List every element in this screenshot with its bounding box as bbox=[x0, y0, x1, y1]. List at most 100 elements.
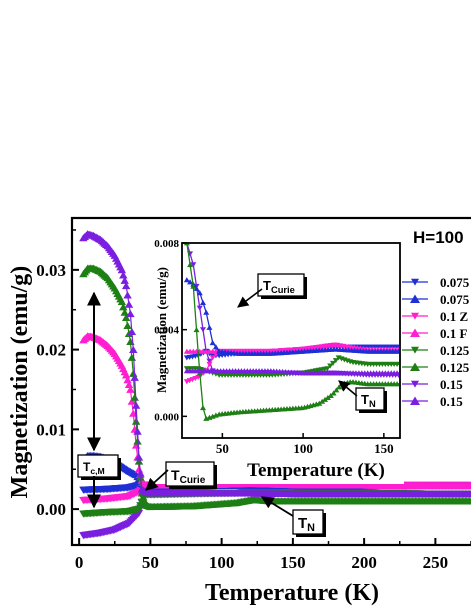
data-point bbox=[121, 282, 131, 290]
inset-y-tick-label: 0.000 bbox=[154, 411, 179, 423]
data-point bbox=[136, 469, 145, 477]
label-box bbox=[355, 387, 385, 411]
inset-data-point bbox=[206, 361, 213, 368]
inset-series-group bbox=[183, 244, 399, 421]
data-point bbox=[129, 345, 138, 353]
inset-data-point bbox=[212, 344, 219, 350]
series-7 bbox=[79, 230, 471, 498]
inset-data-point bbox=[332, 358, 339, 364]
data-point bbox=[123, 291, 132, 299]
inset-tn-label: TN bbox=[355, 387, 387, 413]
legend-label: 0.125 bbox=[440, 343, 470, 358]
inset-data-point bbox=[397, 382, 399, 387]
inset-tn-arrow bbox=[338, 380, 358, 397]
label-box bbox=[257, 273, 305, 297]
x-tick-label: 0 bbox=[75, 553, 84, 572]
x-tick-label: 100 bbox=[209, 553, 235, 572]
legend-marker bbox=[410, 328, 420, 337]
data-point bbox=[129, 369, 138, 377]
inset-y-axis-label: Magnetization (emu/g) bbox=[154, 267, 169, 393]
inset-data-point bbox=[206, 324, 213, 330]
data-point bbox=[133, 427, 142, 435]
inset-series-7 bbox=[183, 368, 399, 376]
tcurie-arrow bbox=[145, 469, 169, 491]
inset-data-point bbox=[190, 283, 197, 289]
data-point bbox=[126, 309, 135, 318]
inset-data-point bbox=[327, 363, 334, 369]
legend-label: 0.075 bbox=[440, 275, 470, 290]
data-point bbox=[120, 276, 129, 284]
inset-data-point bbox=[329, 360, 336, 366]
legend-label: 0.125 bbox=[440, 360, 470, 375]
data-point bbox=[121, 371, 131, 379]
inset-data-point bbox=[324, 394, 331, 400]
data-point bbox=[117, 266, 127, 274]
tn-arrow bbox=[260, 496, 294, 517]
inset-series-1 bbox=[183, 277, 399, 356]
legend-marker bbox=[410, 294, 420, 303]
label-box bbox=[292, 509, 324, 535]
tcm-label: Tc,M bbox=[77, 454, 121, 480]
inset-x-tick-label: 100 bbox=[293, 441, 313, 456]
legend-entry: 0.1 F bbox=[402, 326, 468, 341]
x-tick-label: 250 bbox=[423, 553, 449, 572]
legend-entry: 0.075 bbox=[402, 275, 470, 290]
data-point bbox=[130, 373, 139, 381]
legend-entry: 0.125 bbox=[402, 343, 470, 358]
data-point bbox=[131, 417, 141, 425]
main-axes-frame bbox=[70, 216, 471, 547]
legend-marker bbox=[410, 396, 420, 405]
inset-data-point bbox=[322, 396, 329, 402]
inset-y-tick-label: 0.008 bbox=[154, 238, 179, 250]
data-point bbox=[124, 380, 134, 389]
legend-marker bbox=[410, 362, 420, 371]
inset-data-point bbox=[196, 290, 203, 296]
data-point bbox=[119, 271, 128, 279]
data-point bbox=[121, 313, 131, 322]
legend-label: 0.15 bbox=[440, 394, 463, 409]
legend-entry: 0.1 Z bbox=[402, 309, 469, 324]
legend-marker bbox=[411, 312, 419, 320]
data-point bbox=[130, 393, 139, 401]
label-text: Tc,M bbox=[83, 460, 105, 476]
inset-data-point bbox=[190, 262, 197, 268]
label-text: TCurie bbox=[263, 278, 295, 295]
legend-label: 0.1 Z bbox=[440, 309, 469, 324]
inset-data-point bbox=[209, 339, 216, 346]
legend-label: 0.15 bbox=[440, 377, 463, 392]
y-tick-label: 0.01 bbox=[36, 420, 66, 439]
inset-data-point bbox=[199, 327, 206, 333]
inset-x-tick-label: 150 bbox=[374, 441, 394, 456]
inset-data-point bbox=[209, 355, 216, 361]
tn-label: TN bbox=[292, 509, 326, 537]
field-label: H=100 bbox=[413, 228, 464, 247]
y-tick-label: 0.02 bbox=[36, 341, 66, 360]
inset-data-point bbox=[324, 366, 331, 372]
inset-data-point bbox=[397, 361, 399, 366]
inset-data-point bbox=[187, 279, 194, 285]
data-point bbox=[124, 300, 134, 308]
inset-data-point bbox=[319, 398, 326, 404]
legend-entry: 0.15 bbox=[402, 377, 463, 392]
inset-data-point bbox=[183, 244, 190, 246]
data-point bbox=[117, 297, 127, 306]
inset-tcurie-arrow bbox=[237, 288, 263, 308]
data-point bbox=[131, 401, 141, 409]
data-point bbox=[127, 327, 137, 336]
inset-tcurie-label: TCurie bbox=[257, 273, 307, 299]
inset-data-point bbox=[193, 285, 200, 291]
inset-data-point bbox=[193, 326, 200, 333]
x-axis-label: Temperature (K) bbox=[205, 580, 379, 606]
label-box bbox=[165, 461, 215, 487]
inset-data-point bbox=[333, 387, 340, 393]
inset-x-axis-label: Temperature (K) bbox=[247, 460, 385, 481]
inset-data-point bbox=[397, 371, 399, 376]
inset-data-point bbox=[316, 400, 323, 406]
data-point bbox=[466, 490, 471, 498]
data-point bbox=[127, 397, 137, 405]
data-point bbox=[123, 321, 132, 330]
label-text: TN bbox=[298, 515, 315, 534]
inset-data-point bbox=[395, 348, 399, 354]
annotations: Tc,M TCurie TN TCurie TN bbox=[77, 273, 387, 537]
